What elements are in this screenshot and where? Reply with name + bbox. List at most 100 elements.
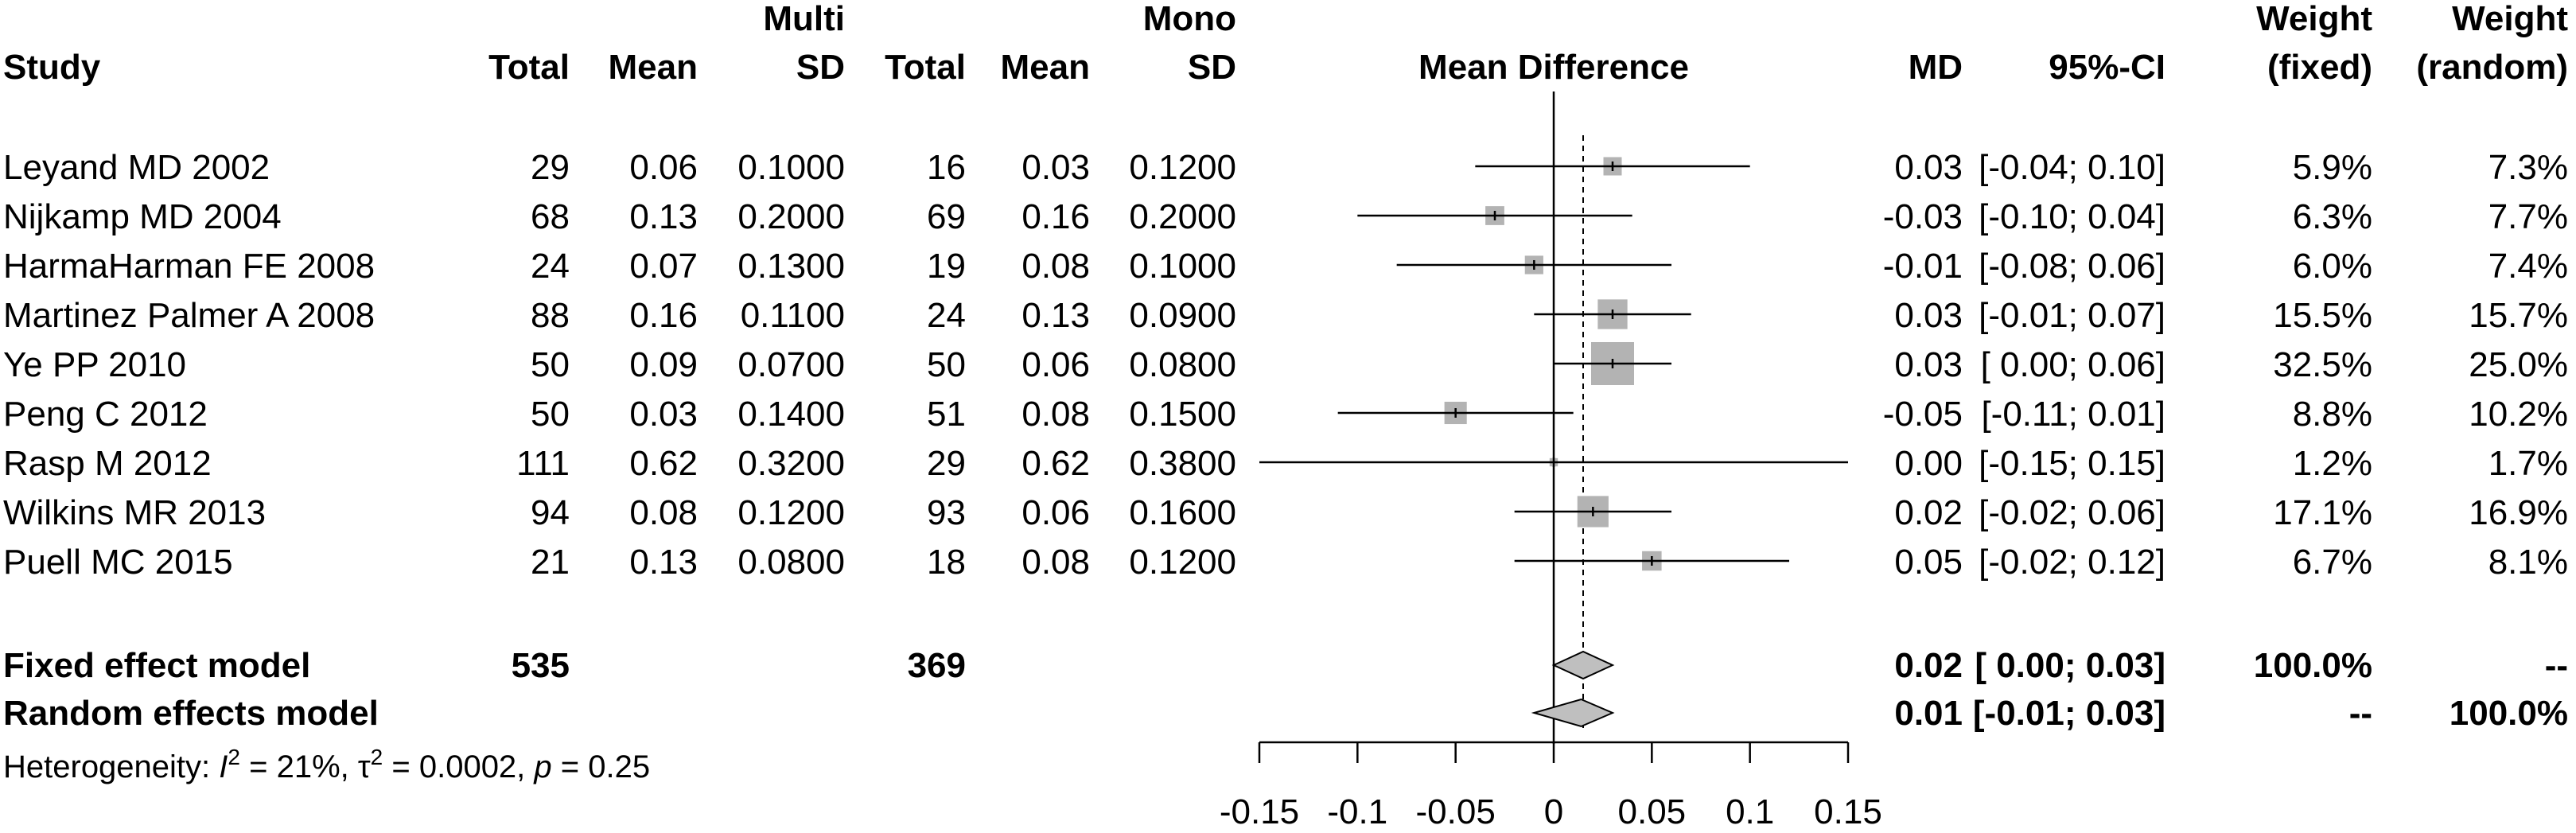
weight-fixed-value: 17.1% bbox=[2273, 493, 2372, 532]
p-symbol: p bbox=[533, 749, 551, 784]
mean-mono-value: 0.08 bbox=[1021, 247, 1090, 286]
header-row: Multi Mono Weight Weight Study Total Mean SD Tot… bbox=[3, 0, 2568, 87]
mean-mono-value: 0.06 bbox=[1021, 345, 1090, 384]
x-tick-label: -0.05 bbox=[1416, 792, 1496, 831]
study-row: Puell MC 2015 21 0.13 0.0800 18 0.08 0.1200 0.0… bbox=[3, 543, 2568, 582]
total-mono-value: 18 bbox=[927, 543, 966, 582]
weight-random-value: 10.2% bbox=[2469, 395, 2568, 434]
weight-fixed-value: 15.5% bbox=[2273, 296, 2372, 335]
total-multi-value: 111 bbox=[516, 444, 570, 483]
sd-mono-value: 0.1200 bbox=[1129, 543, 1236, 582]
fixed-effect-row: Fixed effect model 535 369 0.02 [ 0.00; 0.03… bbox=[3, 646, 2568, 685]
header-sd-mono: SD bbox=[1188, 48, 1236, 87]
mean-multi-value: 0.07 bbox=[629, 247, 698, 286]
header-md: MD bbox=[1909, 48, 1963, 87]
header-total-multi: Total bbox=[488, 48, 570, 87]
weight-fixed-value: 32.5% bbox=[2273, 345, 2372, 384]
group-label-mono: Mono bbox=[1143, 0, 1236, 38]
ci-value: [-0.01; 0.07] bbox=[1979, 296, 2165, 335]
weight-fixed-value: 5.9% bbox=[2293, 148, 2372, 187]
md-value: 0.03 bbox=[1894, 148, 1963, 187]
weight-random-value: 7.4% bbox=[2488, 247, 2568, 286]
weight-fixed-value: 100.0% bbox=[2254, 646, 2372, 685]
heterogeneity-prefix: Heterogeneity: bbox=[3, 749, 219, 784]
sd-mono-value: 0.1600 bbox=[1129, 493, 1236, 532]
total-multi-value: 50 bbox=[531, 345, 570, 384]
weight-fixed-value: 8.8% bbox=[2293, 395, 2372, 434]
sd-mono-value: 0.1500 bbox=[1129, 395, 1236, 434]
study-row: HarmaHarman FE 2008 24 0.07 0.1300 19 0.08 0.1… bbox=[3, 247, 2568, 286]
study-name: Martinez Palmer A 2008 bbox=[3, 296, 375, 335]
md-value: -0.05 bbox=[1883, 395, 1963, 434]
total-multi-value: 68 bbox=[531, 197, 570, 236]
group-label-multi: Multi bbox=[763, 0, 845, 38]
header-weight-random-line2: (random) bbox=[2416, 48, 2568, 87]
study-row: Martinez Palmer A 2008 88 0.16 0.1100 24 0.13… bbox=[3, 296, 2568, 335]
md-value: 0.02 bbox=[1894, 646, 1963, 685]
summary-diamond bbox=[1531, 698, 1615, 728]
weight-fixed-value: -- bbox=[2349, 694, 2372, 733]
sd-mono-value: 0.3800 bbox=[1129, 444, 1236, 483]
md-value: 0.01 bbox=[1894, 694, 1963, 733]
sd-multi-value: 0.0700 bbox=[737, 345, 845, 384]
superscript: 2 bbox=[228, 745, 240, 769]
total-mono-value: 51 bbox=[927, 395, 966, 434]
study-row: Ye PP 2010 50 0.09 0.0700 50 0.06 0.0800 0.03 [ … bbox=[3, 342, 2568, 385]
sd-multi-value: 0.1000 bbox=[737, 148, 845, 187]
study-name: Nijkamp MD 2004 bbox=[3, 197, 282, 236]
total-multi-value: 94 bbox=[531, 493, 570, 532]
total-mono-value: 50 bbox=[927, 345, 966, 384]
header-weight-fixed-line1: Weight bbox=[2256, 0, 2372, 38]
mean-mono-value: 0.16 bbox=[1021, 197, 1090, 236]
weight-random-value: 15.7% bbox=[2469, 296, 2568, 335]
ci-value: [-0.10; 0.04] bbox=[1979, 197, 2165, 236]
mean-mono-value: 0.62 bbox=[1021, 444, 1090, 483]
sd-mono-value: 0.0800 bbox=[1129, 345, 1236, 384]
summary-rows: Fixed effect model 535 369 0.02 [ 0.00; 0.03… bbox=[3, 646, 2568, 733]
study-name: Ye PP 2010 bbox=[3, 345, 186, 384]
tau-symbol: τ bbox=[358, 749, 371, 784]
study-name: Wilkins MR 2013 bbox=[3, 493, 266, 532]
ci-value: [ 0.00; 0.06] bbox=[1981, 345, 2165, 384]
study-name: Puell MC 2015 bbox=[3, 543, 233, 582]
sd-multi-value: 0.1300 bbox=[737, 247, 845, 286]
ci-value: [-0.08; 0.06] bbox=[1979, 247, 2165, 286]
sd-multi-value: 0.0800 bbox=[737, 543, 845, 582]
sd-mono-value: 0.1200 bbox=[1129, 148, 1236, 187]
total-multi-value: 50 bbox=[531, 395, 570, 434]
sd-multi-value: 0.2000 bbox=[737, 197, 845, 236]
tau-squared-value: = 0.0002, bbox=[383, 749, 534, 784]
study-name: HarmaHarman FE 2008 bbox=[3, 247, 375, 286]
sd-multi-value: 0.1400 bbox=[737, 395, 845, 434]
ci-value: [ 0.00; 0.03] bbox=[1975, 646, 2165, 685]
i-squared-value: = 21%, bbox=[240, 749, 358, 784]
mean-multi-value: 0.09 bbox=[629, 345, 698, 384]
reference-lines bbox=[1552, 91, 1584, 744]
weight-random-value: 7.7% bbox=[2488, 197, 2568, 236]
x-tick-label: 0 bbox=[1544, 792, 1563, 831]
total-multi-value: 88 bbox=[531, 296, 570, 335]
summary-diamond bbox=[1551, 650, 1615, 680]
study-row: Nijkamp MD 2004 68 0.13 0.2000 69 0.16 0.2000 -… bbox=[3, 197, 2568, 236]
weight-fixed-value: 1.2% bbox=[2293, 444, 2372, 483]
md-value: 0.00 bbox=[1894, 444, 1963, 483]
i-squared-symbol: I bbox=[219, 749, 228, 784]
header-study: Study bbox=[3, 48, 101, 87]
total-mono-value: 16 bbox=[927, 148, 966, 187]
total-mono-value: 29 bbox=[927, 444, 966, 483]
study-row: Rasp M 2012 111 0.62 0.3200 29 0.62 0.3800 0.00… bbox=[3, 444, 2568, 483]
mean-mono-value: 0.08 bbox=[1021, 395, 1090, 434]
mean-multi-value: 0.08 bbox=[629, 493, 698, 532]
ci-value: [-0.01; 0.03] bbox=[1973, 694, 2165, 733]
mean-multi-value: 0.13 bbox=[629, 543, 698, 582]
md-value: 0.03 bbox=[1894, 345, 1963, 384]
random-effects-row: Random effects model 0.01 [-0.01; 0.03] -- 1… bbox=[3, 694, 2568, 733]
study-name: Peng C 2012 bbox=[3, 395, 208, 434]
ci-value: [-0.11; 0.01] bbox=[1981, 395, 2165, 434]
md-value: -0.03 bbox=[1883, 197, 1963, 236]
weight-random-value: -- bbox=[2545, 646, 2568, 685]
total-multi-value: 24 bbox=[531, 247, 570, 286]
weight-fixed-value: 6.7% bbox=[2293, 543, 2372, 582]
weight-random-value: 8.1% bbox=[2488, 543, 2568, 582]
total-multi-value: 21 bbox=[531, 543, 570, 582]
